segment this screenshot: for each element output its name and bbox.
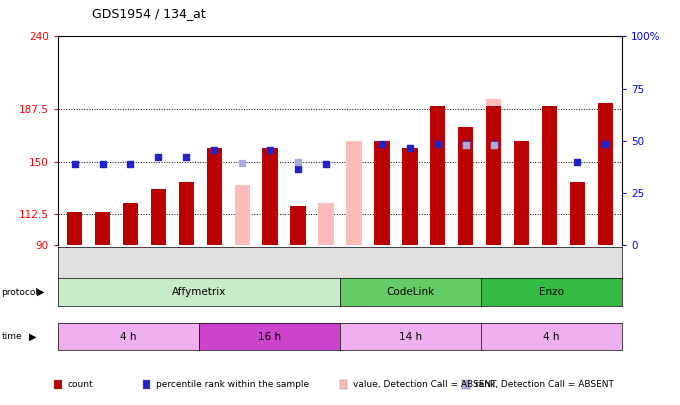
Bar	[290, 206, 306, 245]
Text: Enzo: Enzo	[539, 287, 564, 297]
Bar	[151, 190, 166, 245]
Bar	[262, 148, 278, 245]
Bar	[570, 183, 585, 245]
Bar	[123, 203, 138, 245]
Text: time: time	[1, 332, 22, 341]
Text: GDS1954 / 134_at: GDS1954 / 134_at	[92, 7, 205, 20]
Point	[265, 147, 275, 154]
Bar	[598, 103, 613, 245]
Bar	[67, 212, 82, 245]
Text: rank, Detection Call = ABSENT: rank, Detection Call = ABSENT	[475, 380, 614, 389]
Bar	[95, 212, 110, 245]
Bar	[235, 185, 250, 245]
Point	[125, 161, 136, 168]
Text: percentile rank within the sample: percentile rank within the sample	[156, 380, 309, 389]
Text: ▶: ▶	[29, 332, 36, 341]
Point	[153, 154, 164, 161]
Point	[69, 161, 80, 168]
Point	[320, 161, 331, 168]
Point	[292, 158, 303, 165]
Bar	[542, 106, 557, 245]
Point	[572, 158, 583, 165]
Point	[600, 140, 611, 147]
Bar	[402, 148, 418, 245]
Point	[181, 154, 192, 161]
Text: 16 h: 16 h	[258, 332, 281, 341]
Bar	[374, 141, 390, 245]
Point	[432, 140, 443, 147]
Bar	[318, 203, 334, 245]
Text: value, Detection Call = ABSENT: value, Detection Call = ABSENT	[353, 380, 496, 389]
Text: count: count	[67, 380, 93, 389]
Point	[488, 142, 499, 148]
Bar	[207, 148, 222, 245]
Point	[377, 140, 388, 147]
Bar	[179, 183, 194, 245]
Bar	[430, 106, 445, 245]
Text: CodeLink: CodeLink	[386, 287, 435, 297]
Bar	[458, 127, 473, 245]
Point	[405, 145, 415, 151]
Bar	[458, 127, 473, 245]
Point	[460, 142, 471, 148]
Bar	[346, 141, 362, 245]
Point	[237, 160, 248, 166]
Point	[97, 161, 108, 168]
Text: protocol: protocol	[1, 288, 38, 296]
Bar	[514, 141, 529, 245]
Point	[209, 147, 220, 154]
Text: Affymetrix: Affymetrix	[172, 287, 226, 297]
Bar	[486, 99, 501, 245]
Text: ▶: ▶	[37, 287, 45, 297]
Point	[460, 140, 471, 147]
Text: 4 h: 4 h	[543, 332, 560, 341]
Text: 4 h: 4 h	[120, 332, 137, 341]
Point	[488, 140, 499, 147]
Point	[292, 165, 303, 172]
Bar	[486, 106, 501, 245]
Text: 14 h: 14 h	[399, 332, 422, 341]
